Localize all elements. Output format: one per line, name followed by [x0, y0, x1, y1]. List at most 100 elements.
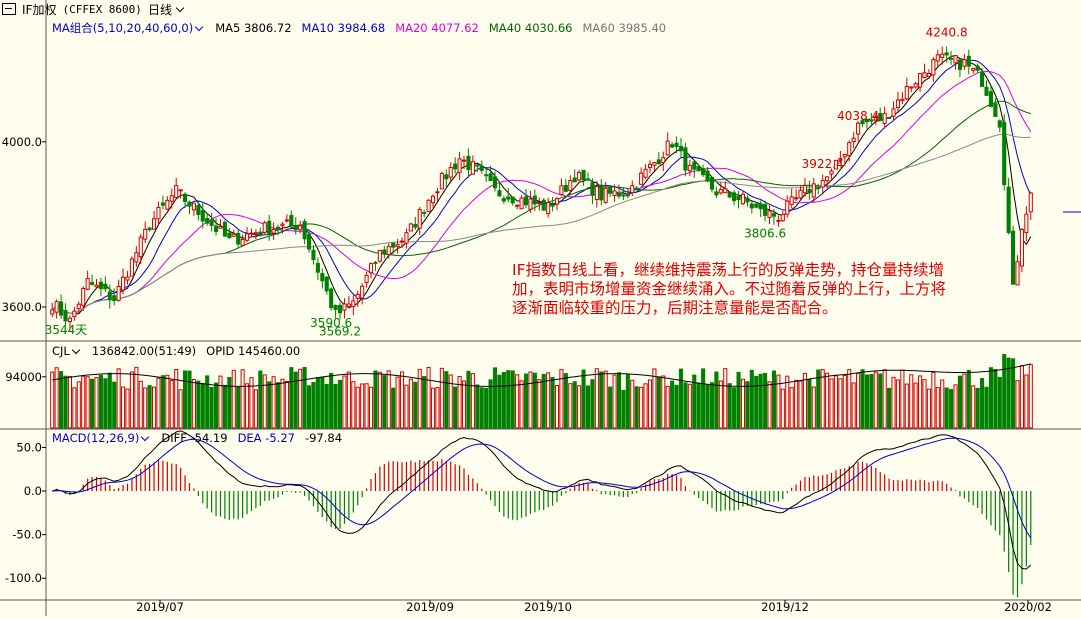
candle-body-34	[200, 210, 205, 222]
volume-bar-109	[532, 372, 537, 429]
volume-bar-98	[484, 387, 489, 429]
volume-bar-154	[732, 387, 737, 429]
candle-body-10	[94, 284, 99, 288]
candle-body-21	[143, 228, 148, 240]
volume-bar-210	[980, 378, 985, 429]
candle-body-182	[856, 122, 861, 135]
cjl-value: 136842.00(51:49)	[91, 344, 197, 358]
volume-bar-0	[50, 371, 55, 429]
volume-bar-107	[523, 373, 529, 429]
volume-bar-169	[798, 380, 803, 429]
macd-tick-label-1: 0.0	[24, 484, 42, 498]
candle-body-110	[537, 202, 542, 205]
volume-bar-126	[608, 386, 613, 429]
macd-indicator-selector[interactable]: MACD(12,26,9)	[52, 431, 151, 445]
volume-bar-89	[444, 371, 449, 429]
candle-body-206	[962, 59, 967, 67]
volume-bar-11	[98, 374, 103, 429]
volume-indicator-selector[interactable]: CJL	[52, 344, 82, 358]
volume-bar-53	[284, 381, 289, 429]
candle-body-23	[152, 218, 157, 230]
x-tick-label-2: 2019/10	[524, 600, 572, 614]
candle-body-69	[355, 293, 360, 299]
candle-body-178	[838, 158, 843, 161]
candle-body-86	[430, 195, 436, 204]
volume-bar-153	[727, 383, 732, 429]
candle-body-78	[395, 244, 400, 248]
candle-body-175	[825, 176, 830, 182]
volume-bar-166	[785, 375, 790, 429]
candle-body-193	[904, 85, 909, 100]
candle-body-47	[258, 231, 263, 235]
candle-body-73	[373, 261, 378, 264]
candle-body-188	[882, 113, 887, 124]
volume-bar-178	[838, 378, 843, 429]
ma20-legend: MA20 4077.62	[395, 21, 479, 35]
volume-bar-203	[949, 389, 954, 429]
volume-bar-90	[448, 374, 453, 429]
volume-bar-145	[692, 374, 697, 429]
candle-body-30	[183, 193, 188, 202]
chart-menu-icon[interactable]	[2, 3, 16, 15]
volume-bar-206	[962, 373, 967, 429]
volume-bar-15	[116, 368, 121, 429]
volume-bar-209	[975, 387, 980, 429]
volume-bar-144	[687, 383, 692, 429]
candle-body-118	[572, 177, 577, 183]
volume-bar-61	[320, 376, 325, 429]
candle-body-183	[860, 120, 865, 125]
volume-bar-196	[918, 375, 923, 429]
candle-body-107	[523, 196, 529, 206]
ma10-line	[51, 59, 1032, 314]
candle-body-85	[426, 199, 431, 213]
volume-bar-33	[196, 380, 201, 429]
volume-bar-147	[701, 368, 706, 429]
candle-body-220	[1024, 213, 1029, 234]
candle-body-202	[944, 52, 949, 56]
volume-bar-186	[873, 371, 878, 429]
candle-body-100	[492, 176, 498, 189]
volume-bar-188	[882, 369, 887, 429]
candles	[50, 46, 1033, 331]
volume-bar-175	[825, 372, 830, 429]
volume-bar-35	[205, 375, 210, 429]
candle-body-106	[519, 197, 524, 210]
candle-body-27	[169, 195, 174, 202]
annotation-0: 3922.4	[802, 157, 844, 171]
candle-body-156	[740, 193, 746, 205]
volume-bar-193	[904, 383, 909, 429]
volume-bar-130	[625, 374, 630, 429]
volume-tick-label: 94000	[5, 370, 42, 384]
volume-bar-4	[67, 376, 72, 429]
ma5-line	[51, 55, 1032, 315]
volume-bar-43	[240, 369, 245, 429]
period-selector[interactable]: 日线	[148, 1, 186, 18]
cjl-label: CJL	[52, 344, 70, 358]
candle-body-58	[306, 233, 312, 250]
candle-body-127	[612, 190, 617, 196]
candle-body-71	[364, 274, 369, 283]
candle-body-130	[625, 194, 630, 197]
candle-body-18	[129, 258, 134, 277]
ma-group-selector[interactable]: MA组合(5,10,20,40,60,0)	[52, 20, 205, 36]
candle-body-96	[475, 164, 480, 167]
volume-bar-181	[851, 382, 856, 429]
candle-body-146	[696, 165, 701, 172]
candle-body-162	[767, 210, 772, 218]
candle-body-76	[386, 246, 391, 256]
candle-body-4	[67, 317, 72, 323]
volume-legend: CJL 136842.00(51:49) OPID 145460.00	[52, 344, 300, 358]
candle-body-8	[85, 278, 90, 290]
candle-body-54	[289, 215, 294, 226]
volume-bar-67	[346, 371, 351, 429]
candle-body-119	[577, 172, 582, 181]
candle-body-92	[457, 158, 462, 173]
candle-body-126	[608, 187, 613, 194]
volume-bar-87	[435, 387, 440, 429]
volume-bar-14	[112, 381, 117, 429]
volume-bar-3	[63, 375, 68, 429]
volume-bar-112	[546, 372, 551, 429]
candle-body-109	[532, 195, 537, 205]
